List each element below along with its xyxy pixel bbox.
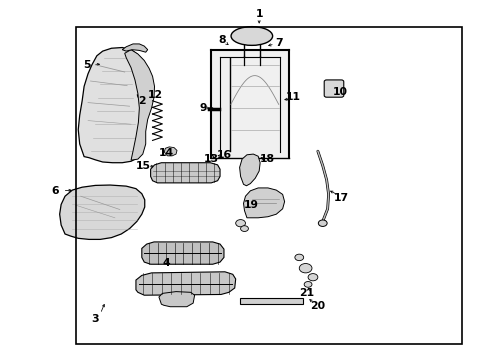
Polygon shape bbox=[122, 44, 147, 52]
Text: 20: 20 bbox=[310, 301, 325, 311]
Polygon shape bbox=[164, 147, 177, 156]
Circle shape bbox=[235, 220, 245, 227]
Bar bbox=[211, 50, 288, 158]
Text: 17: 17 bbox=[333, 193, 348, 203]
Polygon shape bbox=[150, 163, 220, 183]
Text: 2: 2 bbox=[138, 96, 145, 106]
FancyBboxPatch shape bbox=[324, 80, 343, 97]
Text: 7: 7 bbox=[274, 38, 282, 48]
Circle shape bbox=[294, 254, 303, 261]
Polygon shape bbox=[78, 48, 152, 163]
Text: 10: 10 bbox=[332, 87, 346, 97]
Text: 16: 16 bbox=[216, 150, 231, 160]
Text: 14: 14 bbox=[159, 148, 173, 158]
Text: 1: 1 bbox=[255, 9, 263, 19]
Circle shape bbox=[318, 220, 326, 226]
Text: 6: 6 bbox=[51, 186, 59, 196]
Polygon shape bbox=[159, 292, 194, 307]
Text: 3: 3 bbox=[91, 314, 99, 324]
Bar bbox=[239, 298, 303, 304]
Text: 15: 15 bbox=[136, 161, 151, 171]
Polygon shape bbox=[142, 242, 224, 264]
Polygon shape bbox=[136, 272, 235, 295]
Text: 21: 21 bbox=[299, 288, 314, 298]
Circle shape bbox=[299, 264, 311, 273]
Circle shape bbox=[240, 226, 248, 231]
Text: 4: 4 bbox=[162, 258, 170, 268]
Text: 19: 19 bbox=[243, 200, 258, 210]
Text: 13: 13 bbox=[203, 154, 218, 165]
Circle shape bbox=[307, 274, 317, 281]
Polygon shape bbox=[60, 185, 144, 239]
Text: 18: 18 bbox=[259, 154, 274, 164]
Polygon shape bbox=[239, 154, 260, 186]
Text: 11: 11 bbox=[285, 92, 300, 102]
Text: 5: 5 bbox=[83, 60, 91, 70]
Text: 12: 12 bbox=[148, 90, 163, 100]
Bar bbox=[76, 27, 461, 344]
Polygon shape bbox=[243, 188, 284, 218]
Text: 9: 9 bbox=[199, 103, 206, 113]
Text: 8: 8 bbox=[218, 35, 225, 45]
Ellipse shape bbox=[231, 27, 272, 45]
Circle shape bbox=[304, 282, 311, 287]
Polygon shape bbox=[124, 50, 154, 160]
